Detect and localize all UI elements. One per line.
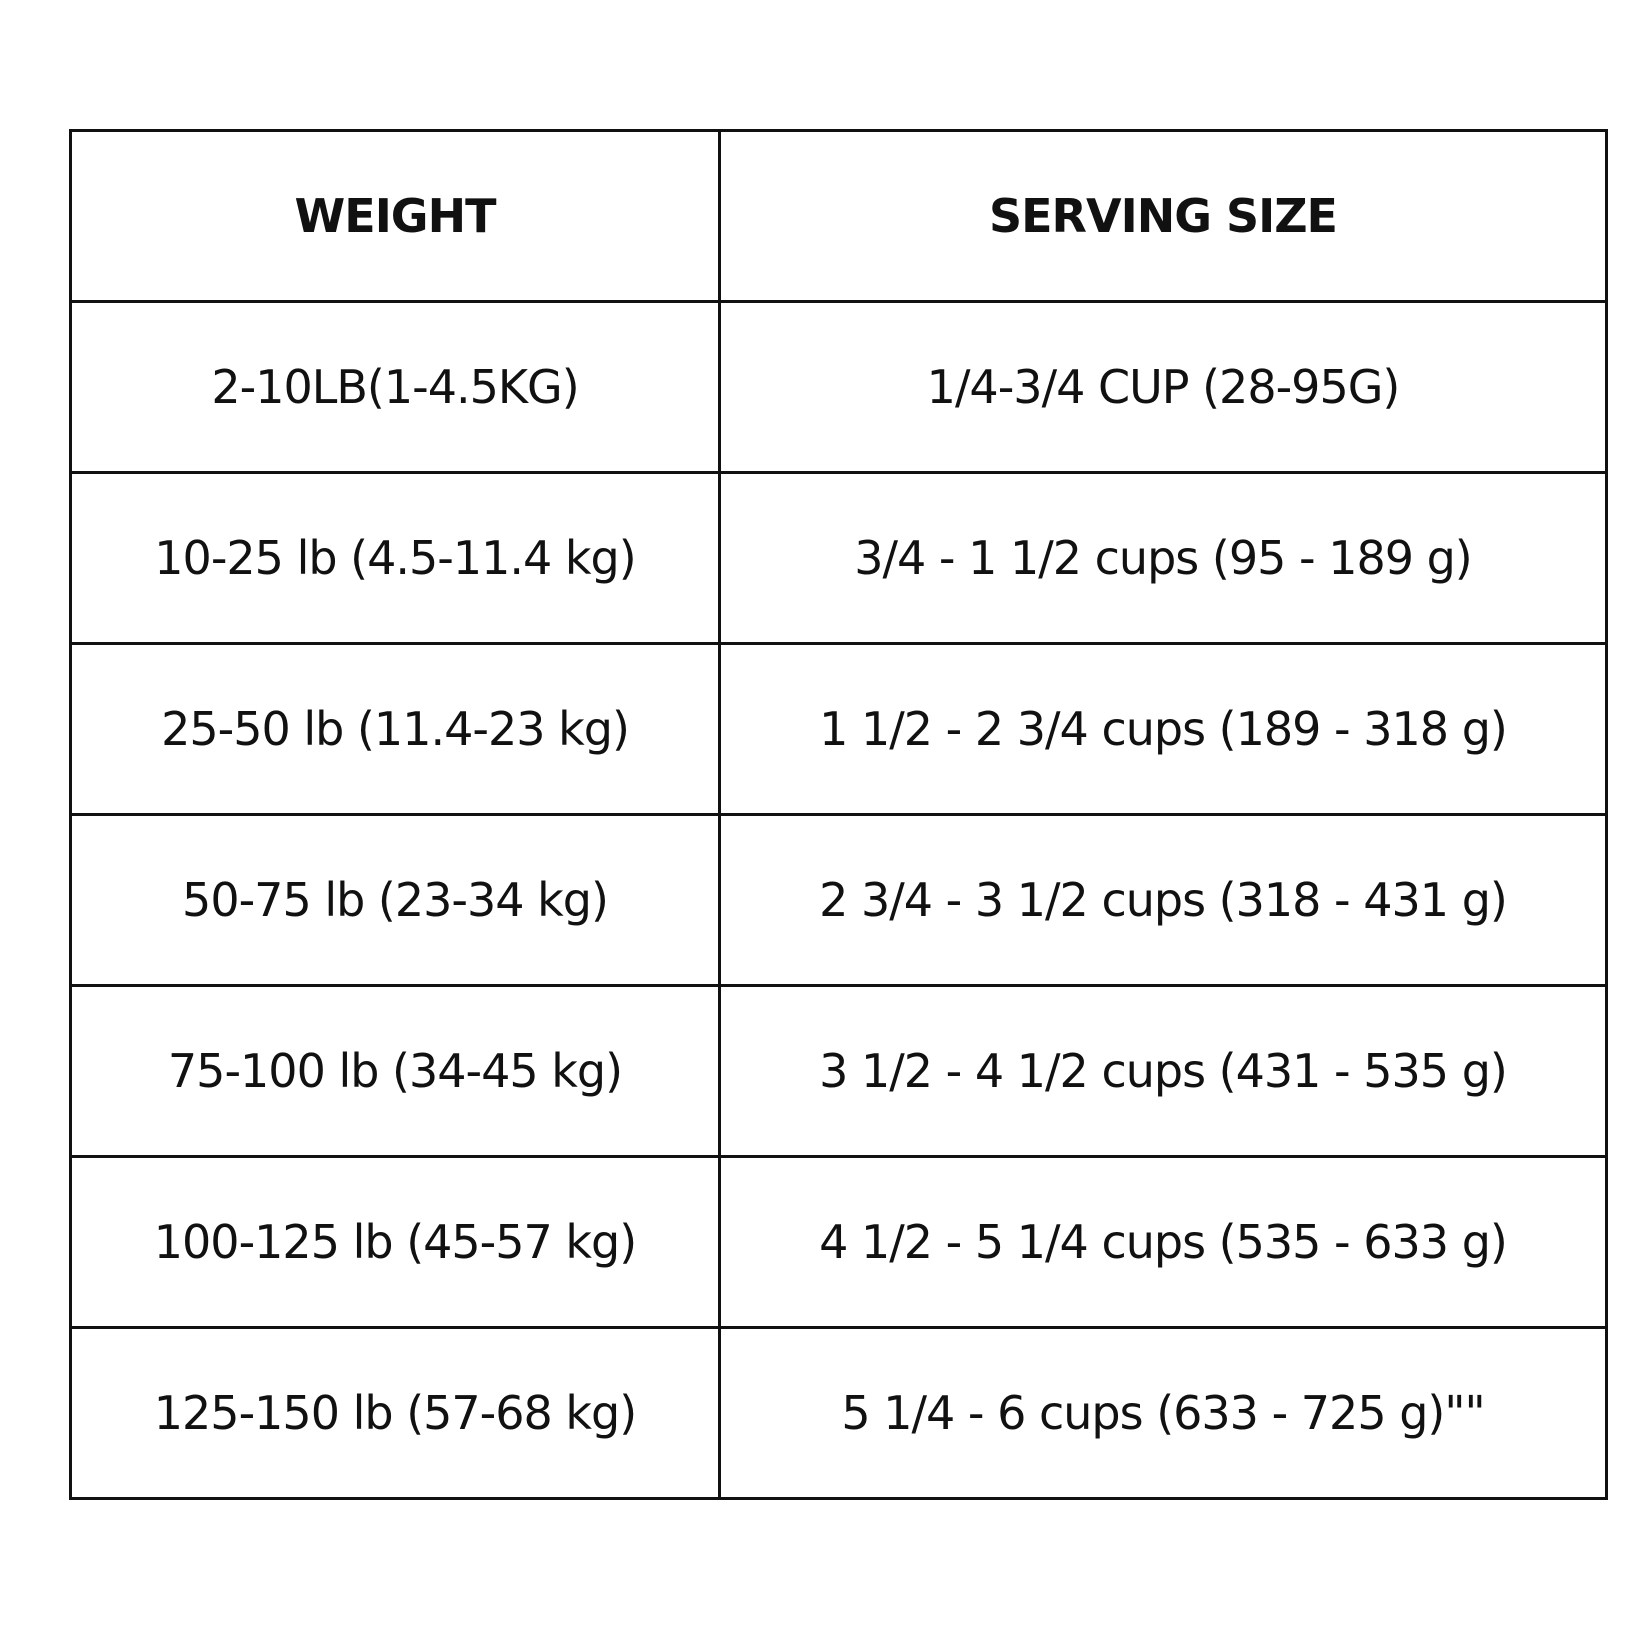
table-cell: 1/4-3/4 CUP (28-95G)	[718, 300, 1608, 474]
table-cell: 3/4 - 1 1/2 cups (95 - 189 g)	[718, 471, 1608, 645]
table-row: 75-100 lb (34-45 kg) 3 1/2 - 4 1/2 cups (…	[69, 984, 1608, 1158]
table-cell: 75-100 lb (34-45 kg)	[69, 984, 721, 1158]
table-row: 25-50 lb (11.4-23 kg) 1 1/2 - 2 3/4 cups …	[69, 642, 1608, 816]
table-row: 100-125 lb (45-57 kg) 4 1/2 - 5 1/4 cups …	[69, 1155, 1608, 1329]
table-cell: 2 3/4 - 3 1/2 cups (318 - 431 g)	[718, 813, 1608, 987]
table-cell: 4 1/2 - 5 1/4 cups (535 - 633 g)	[718, 1155, 1608, 1329]
table-row: 50-75 lb (23-34 kg) 2 3/4 - 3 1/2 cups (3…	[69, 813, 1608, 987]
serving-table: WEIGHT SERVING SIZE 2-10LB(1-4.5KG) 1/4-3/…	[69, 129, 1608, 1500]
table-cell: 125-150 lb (57-68 kg)	[69, 1326, 721, 1500]
header-cell: WEIGHT	[69, 129, 721, 303]
table-row: 10-25 lb (4.5-11.4 kg) 3/4 - 1 1/2 cups (…	[69, 471, 1608, 645]
table-cell: 3 1/2 - 4 1/2 cups (431 - 535 g)	[718, 984, 1608, 1158]
table-cell: 100-125 lb (45-57 kg)	[69, 1155, 721, 1329]
header-row: WEIGHT SERVING SIZE	[69, 129, 1608, 303]
table-row: 2-10LB(1-4.5KG) 1/4-3/4 CUP (28-95G)	[69, 300, 1608, 474]
table-cell: 50-75 lb (23-34 kg)	[69, 813, 721, 987]
table-body: 2-10LB(1-4.5KG) 1/4-3/4 CUP (28-95G) 10-25…	[69, 300, 1608, 1500]
table-cell: 25-50 lb (11.4-23 kg)	[69, 642, 721, 816]
table-cell: 5 1/4 - 6 cups (633 - 725 g)""	[718, 1326, 1608, 1500]
table-cell: 1 1/2 - 2 3/4 cups (189 - 318 g)	[718, 642, 1608, 816]
table-cell: 2-10LB(1-4.5KG)	[69, 300, 721, 474]
header-cell: SERVING SIZE	[718, 129, 1608, 303]
table-row: 125-150 lb (57-68 kg) 5 1/4 - 6 cups (633…	[69, 1326, 1608, 1500]
table-cell: 10-25 lb (4.5-11.4 kg)	[69, 471, 721, 645]
